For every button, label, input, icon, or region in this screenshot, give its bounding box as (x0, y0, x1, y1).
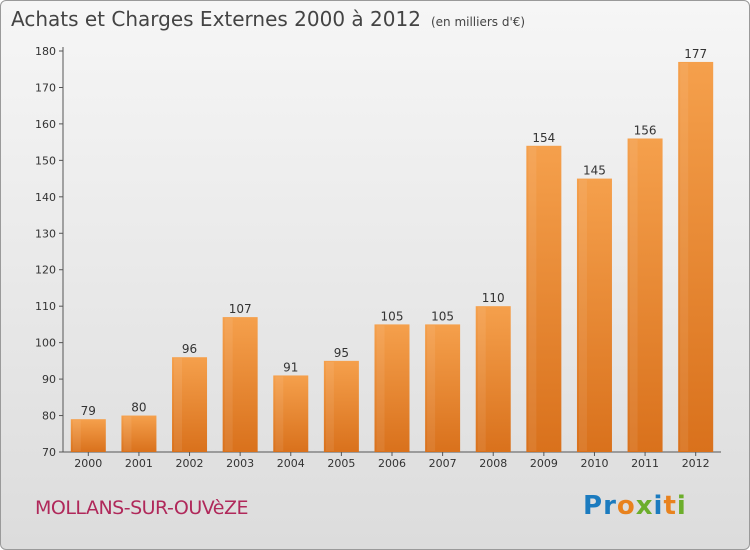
unit-label: (en milliers d'€) (430, 15, 526, 29)
x-tick-label: 2006 (378, 457, 406, 470)
x-tick-label: 2012 (682, 457, 710, 470)
x-tick-label: 2010 (580, 457, 608, 470)
bar-highlight (275, 376, 284, 451)
bar-highlight (224, 318, 233, 451)
y-tick-label: 150 (35, 154, 56, 167)
data-label: 96 (182, 342, 197, 356)
axes: 70 80 90 100 110 120 130 140 150 160 170 180 2000 200… (35, 45, 721, 470)
y-tick-label: 170 (35, 81, 56, 94)
commune-name: MOLLANS-SUR-OUVèZE (35, 497, 248, 519)
data-label: 105 (431, 309, 454, 323)
bar-highlight (629, 139, 638, 451)
data-label: 79 (81, 404, 96, 418)
bar (222, 317, 258, 452)
bar (374, 324, 410, 452)
bar-highlight (174, 358, 183, 451)
bar-highlight (528, 146, 537, 452)
logo-letter: o (616, 491, 636, 521)
bar (526, 145, 562, 453)
bar (121, 415, 157, 452)
y-tick-label: 120 (35, 264, 56, 277)
y-tick-label: 90 (42, 373, 56, 386)
bar-highlight (123, 416, 132, 451)
title-text: Achats et Charges Externes 2000 à 2012 (11, 7, 421, 31)
bar (425, 324, 461, 452)
x-tick-label: 2002 (176, 457, 204, 470)
data-label: 91 (283, 360, 298, 374)
bar (70, 419, 106, 452)
bar (273, 375, 309, 452)
bar (678, 61, 714, 452)
x-tick-label: 2009 (530, 457, 558, 470)
y-tick-label: 180 (35, 45, 56, 58)
bar (172, 357, 208, 452)
bar-highlight (427, 325, 436, 451)
y-tick-label: 70 (42, 446, 56, 459)
data-label: 145 (583, 164, 606, 178)
x-tick-label: 2000 (74, 457, 102, 470)
x-tick-label: 2004 (277, 457, 305, 470)
x-tick-label: 2011 (631, 457, 659, 470)
logo-letter: x (635, 491, 654, 521)
bar-highlight (680, 62, 689, 451)
bar-highlight (477, 307, 486, 451)
data-label: 95 (334, 346, 349, 360)
logo-letter: r (603, 491, 617, 521)
data-label: 177 (684, 47, 707, 61)
bar (475, 306, 511, 452)
data-label: 156 (634, 123, 657, 137)
logo-letter: t (663, 491, 677, 521)
x-tick-label: 2007 (429, 457, 457, 470)
data-label: 107 (229, 302, 252, 316)
y-tick-label: 140 (35, 191, 56, 204)
data-label: 154 (532, 131, 555, 145)
y-tick-label: 100 (35, 337, 56, 350)
bar (323, 360, 359, 452)
logo-letter: P (583, 491, 604, 521)
x-tick-label: 2008 (479, 457, 507, 470)
bar-highlight (72, 420, 81, 451)
x-tick-label: 2001 (125, 457, 153, 470)
bar-highlight (578, 179, 587, 451)
data-label: 80 (131, 401, 146, 415)
data-label: 110 (482, 291, 505, 305)
x-tick-label: 2005 (327, 457, 355, 470)
bars (70, 61, 714, 453)
y-tick-label: 130 (35, 227, 56, 240)
proxiti-logo: Proxiti (583, 491, 687, 521)
bar (627, 138, 663, 452)
x-tick-label: 2003 (226, 457, 254, 470)
bar-highlight (325, 361, 334, 451)
logo-letter: i (653, 491, 664, 521)
bar-highlight (376, 325, 385, 451)
data-label: 105 (381, 309, 404, 323)
logo-letter: i (676, 491, 687, 521)
y-tick-label: 160 (35, 118, 56, 131)
bar (576, 178, 612, 452)
chart-title: Achats et Charges Externes 2000 à 2012 (e… (11, 7, 525, 31)
y-tick-label: 110 (35, 300, 56, 313)
y-tick-label: 80 (42, 410, 56, 423)
value-labels: 79 80 96 107 91 95 105 105 110 154 145 156 177 (81, 47, 707, 418)
